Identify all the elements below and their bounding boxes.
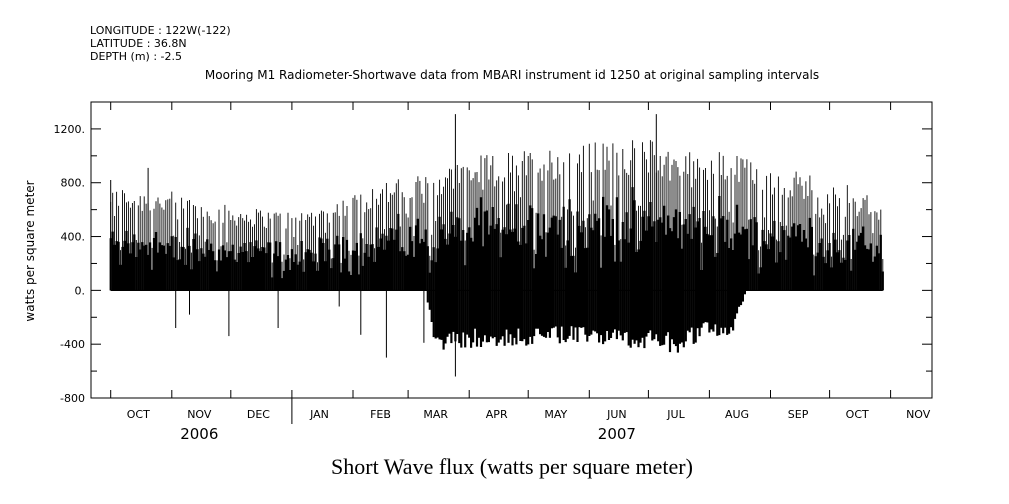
- x-month-label: MAY: [544, 408, 567, 421]
- y-tick-label: 1200.: [54, 123, 86, 136]
- y-tick-label: 0.: [75, 284, 86, 297]
- x-month-label: NOV: [187, 408, 212, 421]
- axes: 1200. 800. 400. 0. -400 -800 OCT NOV DEC JAN FEB MA…: [54, 101, 933, 443]
- x-month-label: JUL: [666, 408, 685, 421]
- longitude-label: LONGITUDE : 122W(-122): [90, 24, 231, 37]
- y-tick-label: 400.: [61, 231, 86, 244]
- x-month-label: JUN: [606, 408, 627, 421]
- x-month-label: AUG: [725, 408, 749, 421]
- x-year-label: 2006: [180, 425, 218, 443]
- x-month-label: SEP: [788, 408, 809, 421]
- depth-label: DEPTH (m) : -2.5: [90, 50, 182, 63]
- x-month-label: OCT: [846, 408, 869, 421]
- x-month-label: NOV: [906, 408, 931, 421]
- x-year-label: 2007: [598, 425, 636, 443]
- y-tick-label: -400: [60, 338, 85, 351]
- chart-title: Mooring M1 Radiometer-Shortwave data fro…: [205, 68, 819, 82]
- x-month-label: DEC: [247, 408, 270, 421]
- x-month-label: MAR: [423, 408, 448, 421]
- x-month-label: APR: [486, 408, 508, 421]
- x-month-label: OCT: [127, 408, 150, 421]
- y-axis-label: watts per square meter: [23, 180, 37, 321]
- x-month-label: JAN: [309, 408, 329, 421]
- plot-frame: [90, 101, 933, 399]
- y-tick-label: 800.: [61, 177, 86, 190]
- plot-area: [109, 114, 884, 377]
- x-month-label: FEB: [370, 408, 391, 421]
- latitude-label: LATITUDE : 36.8N: [90, 37, 187, 50]
- x-axis-caption: Short Wave flux (watts per square meter): [331, 454, 693, 479]
- y-tick-label: -800: [60, 392, 85, 405]
